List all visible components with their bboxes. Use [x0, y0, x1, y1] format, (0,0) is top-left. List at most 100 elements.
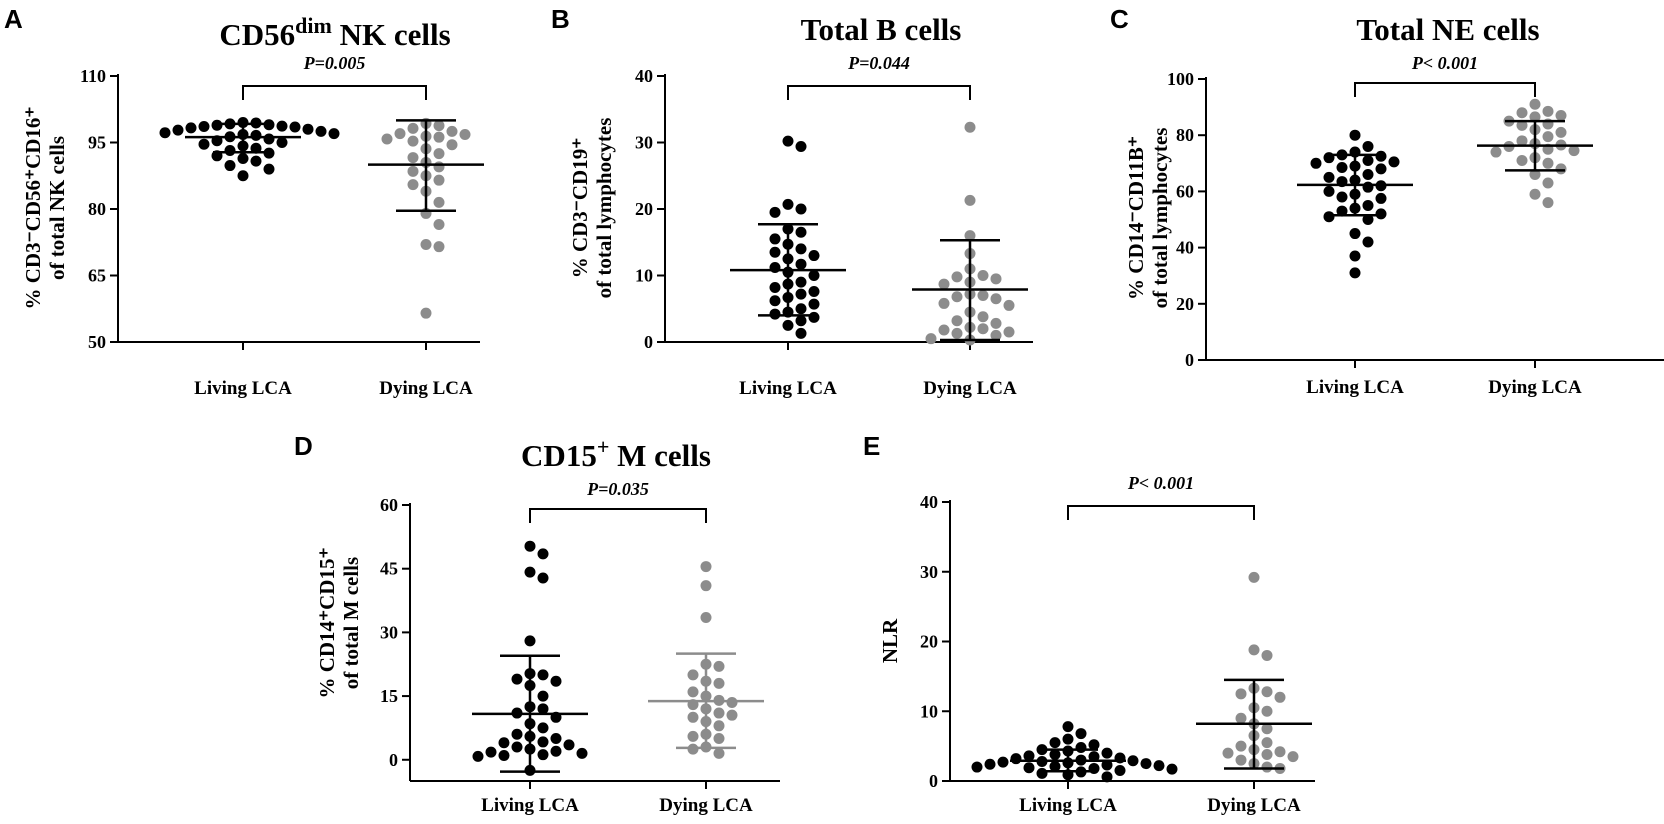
- data-point: [1336, 191, 1348, 203]
- data-point: [713, 707, 725, 719]
- data-point: [990, 317, 1002, 329]
- p-value: P< 0.001: [1127, 473, 1194, 493]
- data-point: [576, 747, 588, 759]
- significance-bracket: [529, 508, 707, 523]
- data-point: [1166, 763, 1178, 775]
- data-point: [795, 276, 807, 288]
- data-point: [420, 238, 432, 250]
- data-point: [808, 250, 820, 262]
- data-point: [795, 243, 807, 255]
- data-point: [1248, 644, 1260, 656]
- data-point: [1140, 758, 1152, 770]
- data-point: [1261, 761, 1273, 773]
- y-axis-label-line1: % CD3⁻CD56⁺CD16⁺: [21, 107, 45, 310]
- series-living: [730, 135, 846, 339]
- y-tick-label: 40: [635, 66, 653, 86]
- data-point: [687, 711, 699, 723]
- x-tick-label: Living LCA: [739, 378, 837, 399]
- data-point: [795, 140, 807, 152]
- series-dying: [648, 561, 764, 759]
- data-point: [1542, 105, 1554, 117]
- y-axis-label-line2: of total lymphocytes: [592, 118, 616, 299]
- data-point: [726, 696, 738, 708]
- data-point: [1323, 211, 1335, 223]
- data-point: [1114, 765, 1126, 777]
- y-tick-label: 30: [635, 133, 653, 153]
- data-point: [990, 273, 1002, 285]
- y-axis-label: % CD14⁻CD11B⁺of total lymphocytes: [1124, 128, 1172, 309]
- y-tick-label: 0: [1185, 350, 1194, 370]
- data-point: [1274, 746, 1286, 758]
- data-point: [1235, 740, 1247, 752]
- data-point: [276, 120, 288, 132]
- data-point: [1235, 712, 1247, 724]
- data-point: [769, 246, 781, 258]
- data-point: [407, 135, 419, 147]
- series-living: [159, 117, 340, 182]
- y-tick-label: 40: [920, 492, 938, 512]
- data-point: [795, 327, 807, 339]
- series-living: [971, 721, 1178, 783]
- y-tick-label: 30: [920, 562, 938, 582]
- data-point: [977, 323, 989, 335]
- y-tick-label: 20: [920, 632, 938, 652]
- y-axis-label-line1: % CD3⁻CD19⁺: [568, 138, 592, 279]
- data-point: [524, 635, 536, 647]
- data-point: [537, 749, 549, 761]
- data-point: [1049, 760, 1061, 772]
- data-point: [1542, 157, 1554, 169]
- y-axis-label: % CD3⁻CD19⁺of total lymphocytes: [568, 118, 616, 299]
- data-point: [1023, 762, 1035, 774]
- y-axis-label: % CD14⁺CD15⁺of total M cells: [315, 547, 363, 698]
- data-point: [1529, 169, 1541, 181]
- chart-title: CD56dim NK cells: [219, 13, 450, 52]
- data-point: [1349, 228, 1361, 240]
- data-point: [1127, 755, 1139, 767]
- panel-B: B Total B cells % CD3⁻CD19⁺of total lympho…: [551, 4, 1033, 399]
- series-dying: [912, 121, 1028, 346]
- y-tick-label: 80: [88, 199, 106, 219]
- data-point: [782, 319, 794, 331]
- data-point: [1062, 721, 1074, 733]
- data-point: [550, 745, 562, 757]
- data-point: [977, 289, 989, 301]
- data-point: [964, 230, 976, 242]
- data-point: [1248, 571, 1260, 583]
- y-tick-label: 60: [380, 495, 398, 515]
- data-point: [433, 131, 445, 143]
- panel-C: C Total NE cells % CD14⁻CD11B⁺of total lym…: [1110, 4, 1664, 398]
- data-point: [713, 747, 725, 759]
- data-point: [1287, 751, 1299, 763]
- data-point: [1261, 723, 1273, 735]
- data-point: [1349, 250, 1361, 262]
- data-point: [1516, 107, 1528, 119]
- data-point: [808, 311, 820, 323]
- data-point: [550, 675, 562, 687]
- data-point: [964, 121, 976, 133]
- data-point: [1362, 140, 1374, 152]
- data-point: [938, 278, 950, 290]
- data-point: [1101, 759, 1113, 771]
- y-tick-label: 100: [1167, 69, 1194, 89]
- data-point: [769, 281, 781, 293]
- data-point: [1375, 163, 1387, 175]
- data-point: [769, 206, 781, 218]
- data-point: [1023, 750, 1035, 762]
- data-point: [795, 288, 807, 300]
- data-point: [1349, 267, 1361, 279]
- data-point: [700, 580, 712, 592]
- data-point: [1362, 236, 1374, 248]
- y-tick-label: 50: [88, 332, 106, 352]
- data-point: [1555, 126, 1567, 138]
- data-point: [433, 219, 445, 231]
- data-point: [782, 135, 794, 147]
- data-point: [769, 295, 781, 307]
- data-point: [550, 733, 562, 745]
- data-point: [1310, 157, 1322, 169]
- data-point: [971, 761, 983, 773]
- data-point: [1362, 181, 1374, 193]
- data-point: [938, 324, 950, 336]
- data-point: [713, 720, 725, 732]
- data-point: [198, 121, 210, 133]
- data-point: [990, 329, 1002, 341]
